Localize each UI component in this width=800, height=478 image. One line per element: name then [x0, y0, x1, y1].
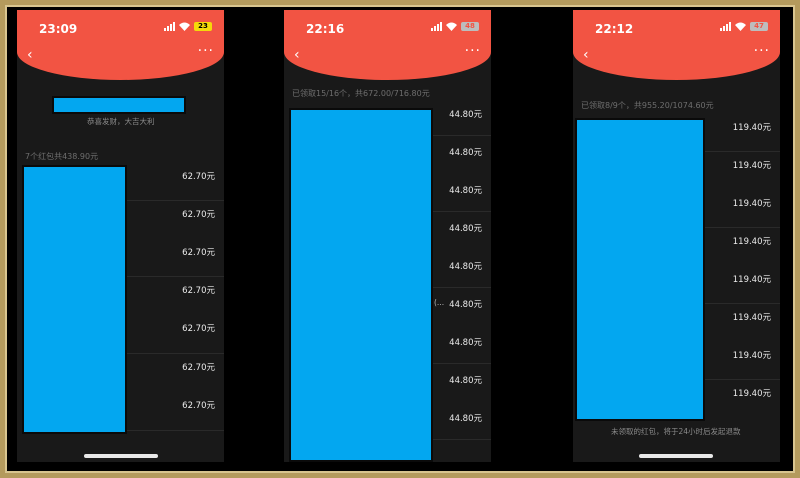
- packet-amount: 44.80元: [449, 110, 482, 120]
- redacted-recipient-list: [22, 165, 127, 434]
- row-divider: [705, 151, 780, 152]
- phone-screenshot-3: 22:12 47 ‹ ··· 已领取8/9个，共955.20/1074.60元 …: [573, 10, 780, 462]
- packet-amount: 44.80元: [449, 224, 482, 234]
- wifi-icon: [179, 22, 190, 31]
- back-icon[interactable]: ‹: [583, 47, 589, 63]
- status-time: 23:09: [39, 22, 78, 36]
- row-divider: [705, 303, 780, 304]
- packet-amount: 44.80元: [449, 338, 482, 348]
- more-options-icon[interactable]: ···: [464, 43, 481, 59]
- redacted-recipient-list: [289, 108, 433, 462]
- row-divider: [705, 379, 780, 380]
- packet-amount: 119.40元: [732, 389, 771, 399]
- packet-summary: 7个红包共438.90元: [25, 152, 99, 161]
- packet-amount: 44.80元: [449, 300, 482, 310]
- packet-amount: 62.70元: [182, 210, 215, 220]
- home-indicator: [639, 454, 713, 458]
- packet-amount: 62.70元: [182, 286, 215, 296]
- row-divider: [433, 287, 491, 288]
- row-divider: [127, 276, 224, 277]
- row-divider: [127, 430, 224, 431]
- row-divider: [127, 353, 224, 354]
- row-divider: [127, 200, 224, 201]
- packet-amount: 62.70元: [182, 248, 215, 258]
- packet-amount: 119.40元: [732, 275, 771, 285]
- battery-icon: 47: [750, 21, 768, 31]
- packet-amount: 44.80元: [449, 376, 482, 386]
- packet-amount: 44.80元: [449, 414, 482, 424]
- battery-icon: 48: [461, 21, 479, 31]
- signal-icon: [164, 21, 175, 31]
- packet-amount: 62.70元: [182, 401, 215, 411]
- phone-screenshot-2: 22:16 48 ‹ ··· 已领取15/16个，共672.00/716.80元…: [284, 10, 491, 462]
- wifi-icon: [446, 22, 457, 31]
- back-icon[interactable]: ‹: [27, 47, 33, 63]
- greeting-text: 恭喜发财，大吉大利: [87, 117, 155, 126]
- red-envelope-header: [284, 10, 491, 80]
- row-divider: [433, 211, 491, 212]
- packet-amount: 62.70元: [182, 324, 215, 334]
- packet-amount: 119.40元: [732, 161, 771, 171]
- battery-icon: 23: [194, 21, 212, 31]
- status-icons: 48: [431, 21, 479, 31]
- packet-amount: 62.70元: [182, 363, 215, 373]
- row-divider: [433, 363, 491, 364]
- status-time: 22:12: [595, 22, 634, 36]
- truncated-note: (...: [434, 298, 445, 307]
- status-icons: 47: [720, 21, 768, 31]
- status-time: 22:16: [306, 22, 345, 36]
- more-options-icon[interactable]: ···: [197, 43, 214, 59]
- red-envelope-header: [573, 10, 780, 80]
- packet-amount: 119.40元: [732, 199, 771, 209]
- packet-amount: 44.80元: [449, 262, 482, 272]
- packet-amount: 119.40元: [732, 351, 771, 361]
- back-icon[interactable]: ‹: [294, 47, 300, 63]
- wifi-icon: [735, 22, 746, 31]
- row-divider: [433, 439, 491, 440]
- signal-icon: [431, 21, 442, 31]
- packet-amount: 119.40元: [732, 123, 771, 133]
- packet-amount: 44.80元: [449, 148, 482, 158]
- redacted-recipient-list: [575, 118, 705, 421]
- packet-summary: 已领取15/16个，共672.00/716.80元: [292, 89, 430, 98]
- more-options-icon[interactable]: ···: [753, 43, 770, 59]
- packet-amount: 119.40元: [732, 313, 771, 323]
- redacted-sender-name: [52, 96, 186, 114]
- packet-amount: 44.80元: [449, 186, 482, 196]
- red-envelope-header: [17, 10, 224, 80]
- packet-amount: 62.70元: [182, 172, 215, 182]
- refund-notice: 未领取的红包，将于24小时后发起退款: [611, 427, 741, 436]
- home-indicator: [84, 454, 158, 458]
- signal-icon: [720, 21, 731, 31]
- packet-amount: 119.40元: [732, 237, 771, 247]
- phone-screenshot-1: 23:09 23 ‹ ··· 恭喜发财，大吉大利 7个红包共438.90元 62…: [17, 10, 224, 462]
- row-divider: [705, 227, 780, 228]
- row-divider: [433, 135, 491, 136]
- packet-summary: 已领取8/9个，共955.20/1074.60元: [581, 101, 714, 110]
- status-icons: 23: [164, 21, 212, 31]
